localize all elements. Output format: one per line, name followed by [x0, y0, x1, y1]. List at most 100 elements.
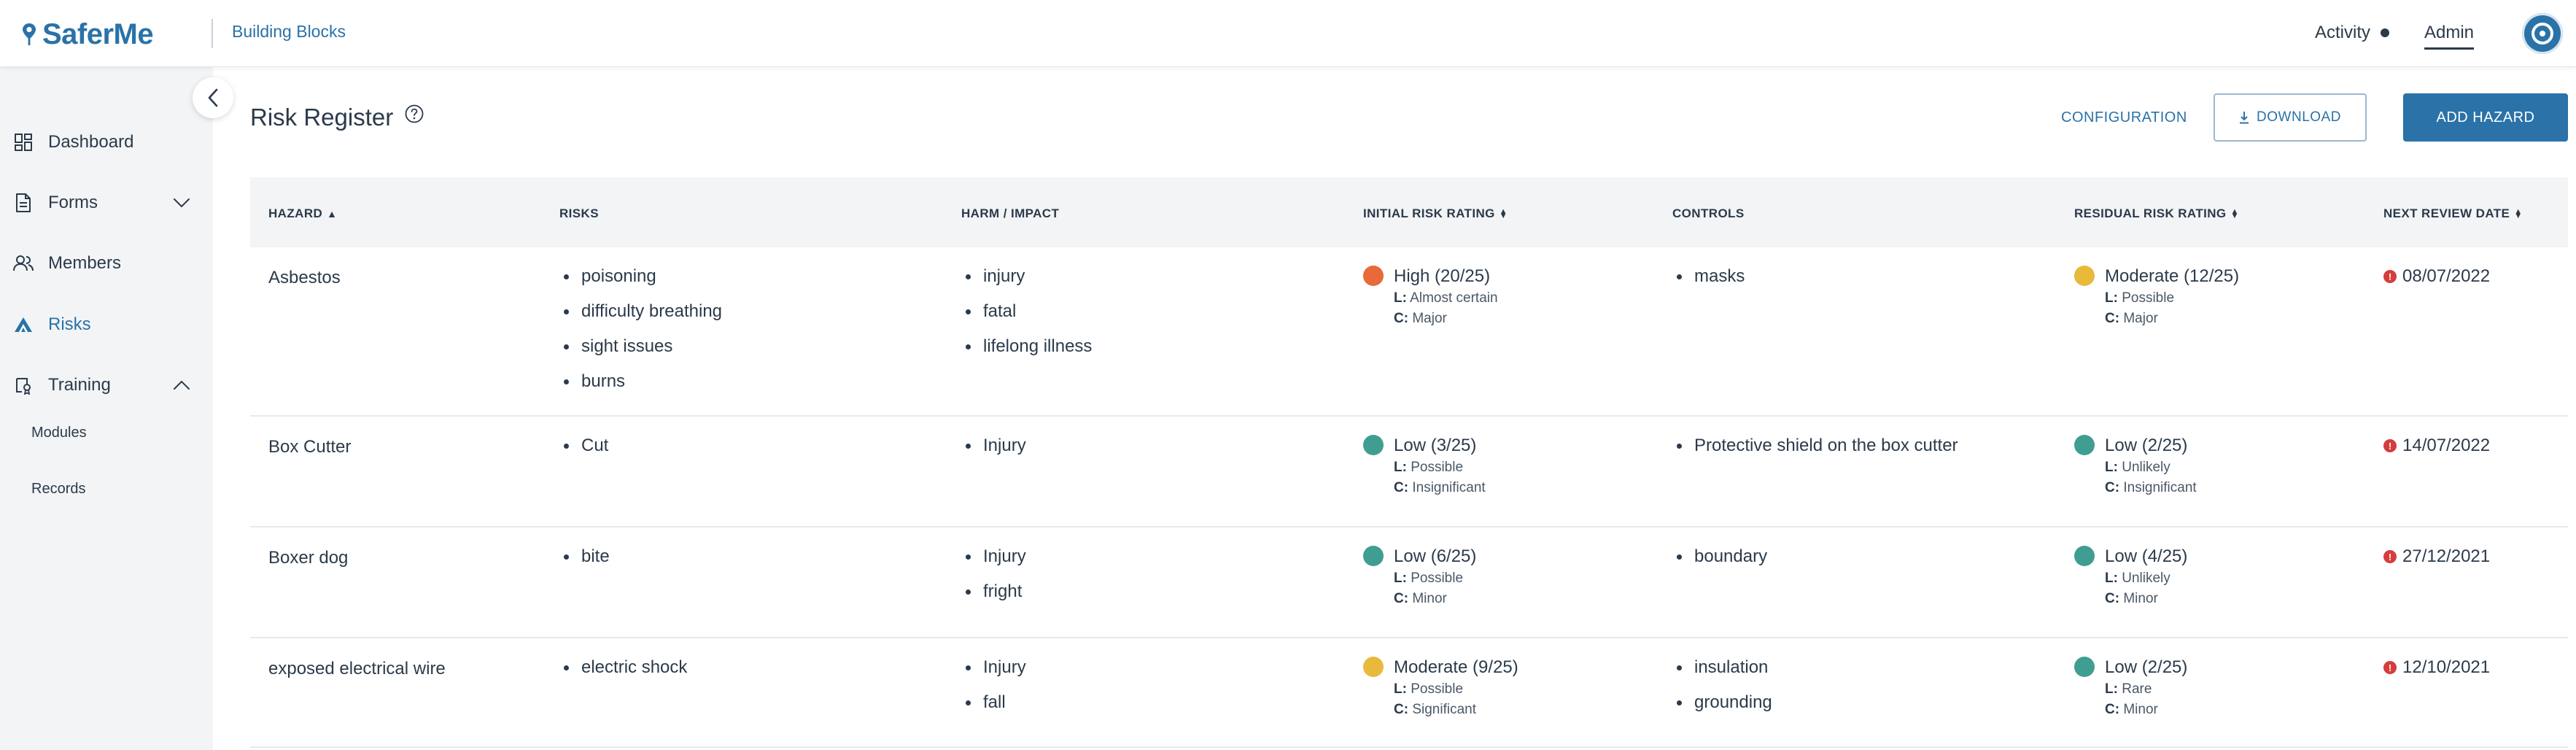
column-header-residual-rating[interactable]: RESIDUAL RISK RATING ▲ ▼ — [2074, 206, 2239, 220]
rating-label: Low (6/25) — [1394, 546, 1477, 566]
add-hazard-button[interactable]: ADD HAZARD — [2403, 93, 2568, 142]
table-row[interactable]: exposed electrical wire electric shock Inj… — [250, 638, 2568, 748]
next-review-date: ! 27/12/2021 — [2383, 546, 2490, 567]
risks-icon — [13, 314, 34, 335]
overdue-alert-icon: ! — [2383, 550, 2397, 563]
overdue-alert-icon: ! — [2383, 270, 2397, 283]
configuration-button[interactable]: CONFIGURATION — [2061, 109, 2187, 125]
risk-level-indicator — [1363, 435, 1384, 455]
next-review-date: ! 12/10/2021 — [2383, 657, 2490, 678]
consequence: C: Minor — [1394, 591, 1447, 606]
sidebar-subitem-records[interactable]: Records — [31, 481, 86, 497]
download-label: DOWNLOAD — [2257, 109, 2341, 125]
avatar[interactable] — [2522, 13, 2563, 54]
review-date-text: 27/12/2021 — [2402, 546, 2491, 566]
rating-label: Low (4/25) — [2105, 546, 2188, 566]
hazard-name: Asbestos — [268, 268, 341, 287]
list-item: bite — [559, 546, 610, 581]
location-pin-icon — [23, 23, 36, 45]
harm-list: Injury fall — [961, 657, 1026, 727]
consequence: C: Insignificant — [1394, 480, 1486, 495]
hazard-name: Boxer dog — [268, 548, 349, 568]
consequence: C: Major — [2105, 311, 2158, 326]
table-header: HAZARD ▲ RISKS HARM / IMPACT INITIAL RIS… — [250, 177, 2568, 247]
column-header-initial-rating[interactable]: INITIAL RISK RATING ▲ ▼ — [1363, 206, 1508, 220]
sidebar-item-training[interactable]: Training — [13, 371, 111, 400]
risks-list: poisoning difficulty breathing sight issue… — [559, 266, 722, 406]
activity-indicator-icon — [2381, 28, 2390, 37]
saferme-logo[interactable]: SaferMe — [22, 18, 154, 51]
chevron-left-icon — [208, 88, 218, 107]
consequence: C: Minor — [2105, 591, 2158, 606]
dashboard-icon — [13, 132, 34, 152]
risks-list: Cut — [559, 436, 608, 471]
risk-level-indicator — [2074, 657, 2095, 677]
sidebar-item-label: Risks — [48, 314, 91, 334]
members-icon — [13, 253, 34, 274]
residual-risk-rating: Low (2/25) L: Unlikely C: Insignificant — [2074, 435, 2197, 500]
review-date-text: 12/10/2021 — [2402, 657, 2491, 677]
column-header-controls: CONTROLS — [1672, 206, 1745, 220]
chevron-up-icon[interactable] — [172, 376, 191, 395]
download-button[interactable]: DOWNLOAD — [2214, 93, 2367, 142]
initial-risk-rating: Low (3/25) L: Possible C: Insignificant — [1363, 435, 1486, 500]
next-review-date: ! 08/07/2022 — [2383, 266, 2490, 287]
help-icon[interactable] — [405, 104, 424, 123]
list-item: masks — [1672, 266, 1745, 301]
collapse-sidebar-button[interactable] — [193, 77, 233, 118]
controls-list: insulation grounding — [1672, 657, 1772, 727]
column-header-review-date[interactable]: NEXT REVIEW DATE ▲ ▼ — [2383, 206, 2523, 220]
table-body: Asbestos poisoning difficulty breathing sig… — [250, 247, 2568, 748]
initial-risk-rating: High (20/25) L: Almost certain C: Major — [1363, 266, 1498, 330]
sidebar-item-dashboard[interactable]: Dashboard — [13, 128, 133, 157]
sort-icon: ▲ ▼ — [1499, 206, 1508, 220]
table-row[interactable]: Box Cutter Cut Injury Protective shield on … — [250, 417, 2568, 527]
list-item: injury — [961, 266, 1092, 301]
sidebar-item-risks[interactable]: Risks — [13, 310, 91, 339]
table-row[interactable]: Boxer dog bite Injury fright boundary Low (6/… — [250, 527, 2568, 638]
column-header-harm: HARM / IMPACT — [961, 206, 1060, 220]
sidebar-subitem-modules[interactable]: Modules — [31, 425, 87, 441]
likelihood: L: Possible — [2105, 290, 2175, 306]
list-item: difficulty breathing — [559, 301, 722, 336]
sidebar — [0, 67, 213, 750]
logo-text: SaferMe — [42, 18, 154, 50]
table-row[interactable]: Asbestos poisoning difficulty breathing sig… — [250, 247, 2568, 417]
rating-label: Low (2/25) — [2105, 657, 2188, 677]
list-item: electric shock — [559, 657, 687, 692]
list-item: fatal — [961, 301, 1092, 336]
controls-list: masks — [1672, 266, 1745, 301]
download-icon — [2240, 112, 2249, 124]
overdue-alert-icon: ! — [2383, 439, 2397, 452]
org-name[interactable]: Building Blocks — [232, 22, 346, 41]
top-bar: SaferMe Building Blocks Activity Admin — [0, 0, 2576, 67]
harm-list: Injury fright — [961, 546, 1026, 616]
residual-risk-rating: Low (2/25) L: Rare C: Minor — [2074, 657, 2187, 722]
activity-label: Activity — [2315, 23, 2371, 42]
sidebar-item-label: Training — [48, 375, 111, 395]
admin-link[interactable]: Admin — [2424, 23, 2475, 50]
column-header-hazard[interactable]: HAZARD ▲ — [268, 206, 338, 220]
rating-label: Moderate (9/25) — [1394, 657, 1518, 677]
risk-level-indicator — [2074, 546, 2095, 566]
activity-link[interactable]: Activity — [2315, 23, 2390, 43]
list-item: Protective shield on the box cutter — [1672, 436, 1958, 471]
sidebar-item-label: Members — [48, 253, 122, 273]
sidebar-item-members[interactable]: Members — [13, 249, 121, 278]
list-item: fright — [961, 581, 1026, 616]
list-item: fall — [961, 692, 1026, 727]
overdue-alert-icon: ! — [2383, 661, 2397, 674]
likelihood: L: Unlikely — [2105, 571, 2170, 586]
chevron-down-icon[interactable] — [172, 193, 191, 212]
rating-label: Low (3/25) — [1394, 436, 1477, 455]
header-divider — [212, 19, 213, 48]
risk-level-indicator — [2074, 435, 2095, 455]
list-item: Injury — [961, 546, 1026, 581]
likelihood: L: Rare — [2105, 681, 2152, 697]
consequence: C: Significant — [1394, 702, 1477, 717]
risks-list: bite — [559, 546, 610, 581]
list-item: boundary — [1672, 546, 1767, 581]
review-date-text: 08/07/2022 — [2402, 266, 2491, 286]
residual-risk-rating: Low (4/25) L: Unlikely C: Minor — [2074, 546, 2187, 611]
sidebar-item-forms[interactable]: Forms — [13, 188, 98, 217]
